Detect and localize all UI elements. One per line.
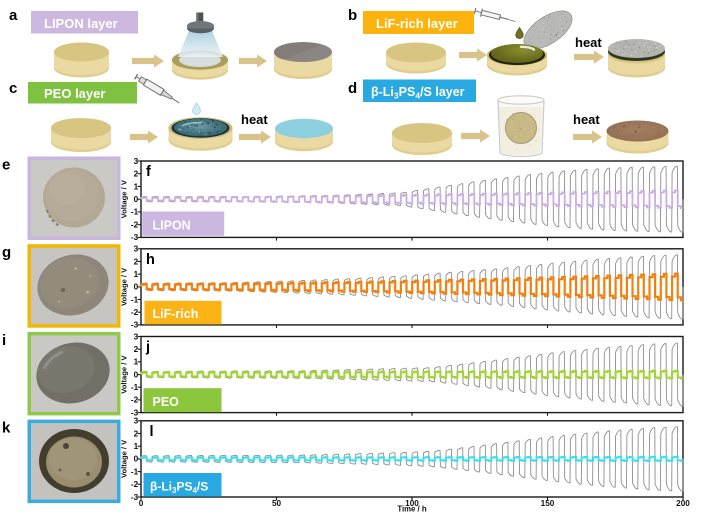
- svg-text:1: 1: [134, 270, 139, 279]
- svg-text:β-Li3PS4/S: β-Li3PS4/S: [150, 480, 208, 496]
- svg-text:d: d: [348, 80, 357, 97]
- svg-text:heat: heat: [575, 35, 602, 50]
- svg-text:j: j: [145, 340, 150, 356]
- svg-text:LiF-rich layer: LiF-rich layer: [376, 16, 458, 31]
- svg-text:-3: -3: [131, 321, 139, 330]
- svg-text:-1: -1: [131, 467, 139, 476]
- svg-text:0: 0: [134, 455, 139, 464]
- svg-text:e: e: [2, 157, 10, 174]
- svg-text:0: 0: [139, 499, 144, 508]
- svg-text:3: 3: [134, 332, 139, 341]
- svg-text:c: c: [9, 80, 17, 97]
- svg-text:k: k: [2, 420, 11, 437]
- svg-text:-1: -1: [131, 383, 139, 392]
- svg-text:2: 2: [134, 345, 139, 354]
- svg-text:-3: -3: [131, 493, 139, 502]
- svg-text:2: 2: [134, 429, 139, 438]
- svg-text:-3: -3: [131, 408, 139, 417]
- svg-text:0: 0: [134, 195, 139, 204]
- svg-text:150: 150: [541, 499, 555, 508]
- svg-text:-3: -3: [131, 233, 139, 242]
- svg-text:50: 50: [272, 499, 282, 508]
- svg-text:-2: -2: [131, 221, 139, 230]
- svg-text:1: 1: [134, 442, 139, 451]
- svg-text:Voltage / V: Voltage / V: [120, 179, 129, 218]
- svg-text:LIPON layer: LIPON layer: [44, 16, 118, 31]
- svg-text:1: 1: [134, 358, 139, 367]
- svg-text:heat: heat: [241, 112, 268, 127]
- svg-text:-2: -2: [131, 308, 139, 317]
- svg-text:-1: -1: [131, 295, 139, 304]
- svg-text:Time / h: Time / h: [397, 505, 427, 514]
- svg-text:b: b: [348, 7, 357, 24]
- svg-text:3: 3: [134, 417, 139, 426]
- svg-text:-1: -1: [131, 208, 139, 217]
- svg-text:heat: heat: [573, 112, 600, 127]
- svg-text:i: i: [2, 332, 6, 349]
- svg-text:Voltage / V: Voltage / V: [120, 267, 129, 306]
- svg-text:2: 2: [134, 257, 139, 266]
- svg-text:LiF-rich: LiF-rich: [153, 307, 199, 321]
- svg-text:0: 0: [134, 370, 139, 379]
- svg-text:g: g: [2, 244, 11, 261]
- svg-text:f: f: [146, 164, 151, 180]
- svg-text:PEO: PEO: [153, 395, 180, 409]
- svg-text:-2: -2: [131, 396, 139, 405]
- svg-text:3: 3: [134, 157, 139, 166]
- svg-text:1: 1: [134, 182, 139, 191]
- svg-text:LIPON: LIPON: [153, 219, 191, 233]
- svg-text:200: 200: [676, 499, 690, 508]
- svg-text:2: 2: [134, 170, 139, 179]
- svg-text:Voltage / V: Voltage / V: [120, 355, 129, 394]
- svg-text:100: 100: [405, 499, 419, 508]
- svg-text:-2: -2: [131, 480, 139, 489]
- svg-text:h: h: [146, 252, 155, 268]
- svg-text:PEO layer: PEO layer: [44, 86, 105, 101]
- svg-text:l: l: [150, 424, 154, 440]
- svg-text:Voltage / V: Voltage / V: [120, 439, 129, 478]
- svg-text:0: 0: [134, 283, 139, 292]
- svg-text:3: 3: [134, 245, 139, 254]
- svg-text:a: a: [9, 7, 18, 24]
